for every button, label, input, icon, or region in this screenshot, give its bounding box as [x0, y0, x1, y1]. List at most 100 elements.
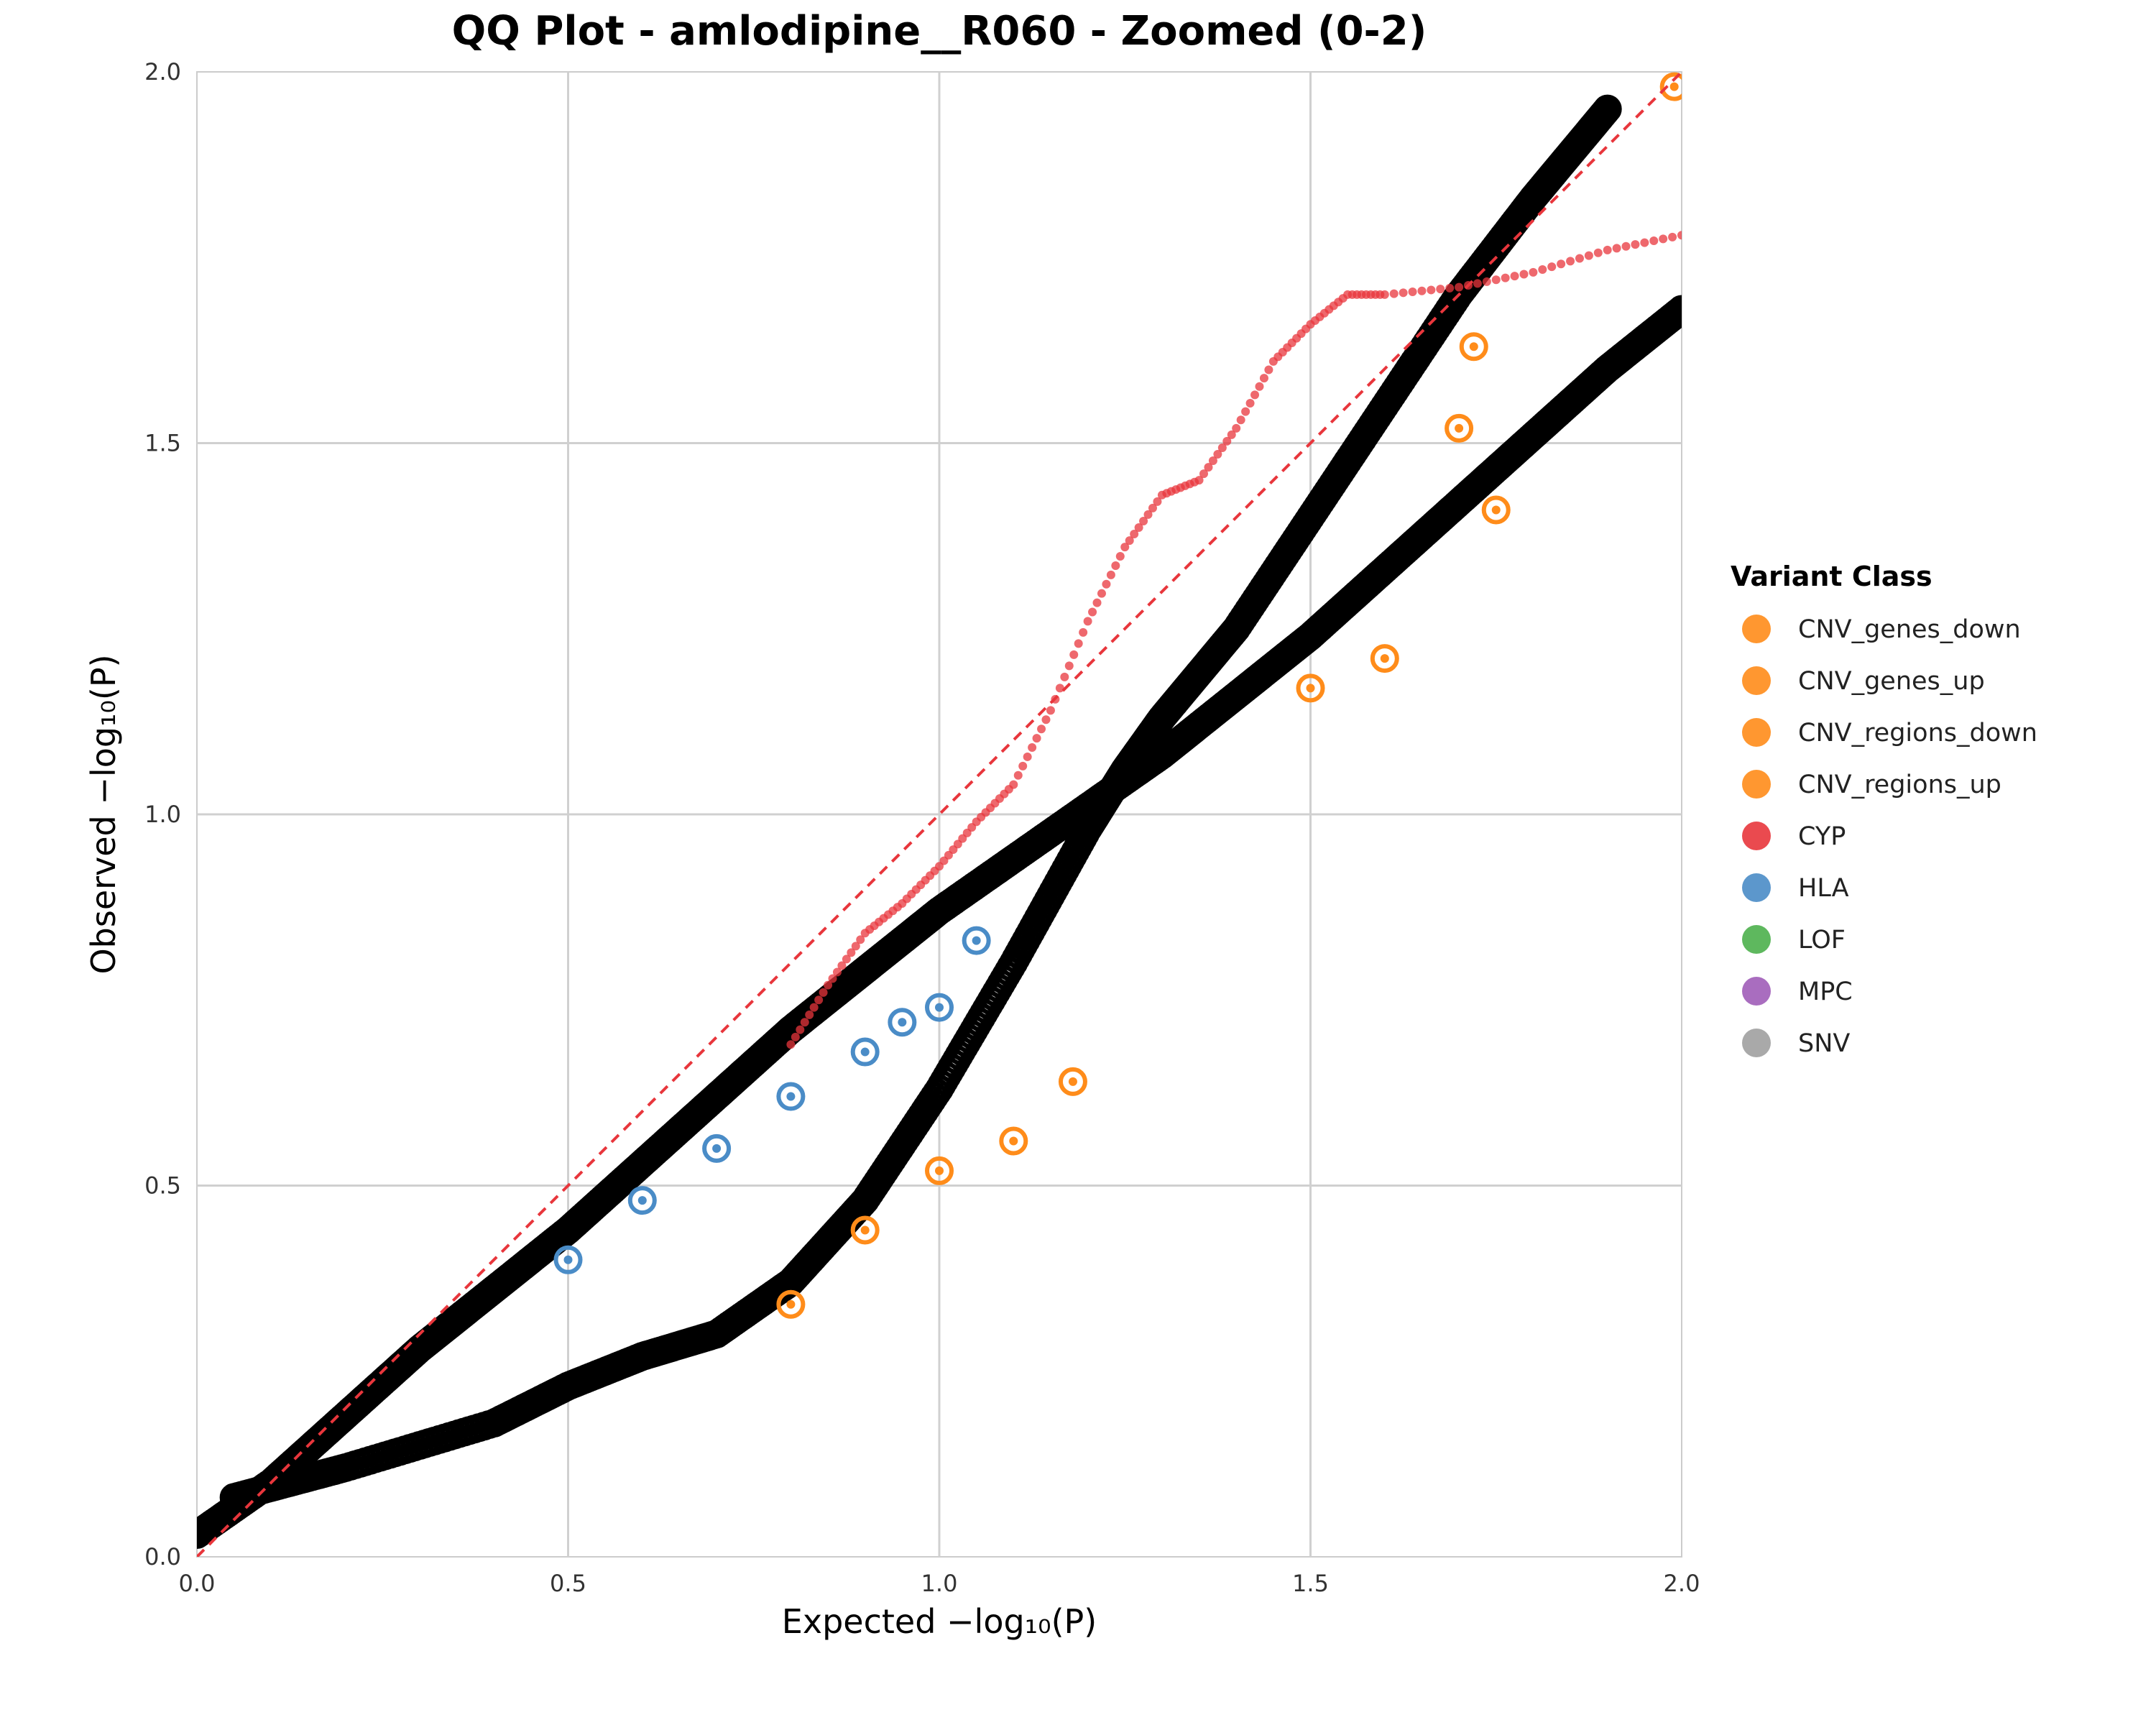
y-tick-label: 1.5 — [144, 430, 181, 457]
data-point-center — [1306, 684, 1315, 693]
legend-marker — [1742, 615, 1771, 643]
data-point — [1640, 238, 1649, 247]
x-tick-label: 0.5 — [550, 1570, 586, 1597]
data-point — [1667, 295, 1682, 324]
y-tick-label: 0.5 — [144, 1172, 181, 1200]
x-tick-label: 0.0 — [179, 1570, 216, 1597]
data-point — [1222, 436, 1232, 446]
data-point — [888, 1008, 917, 1037]
data-point — [1296, 673, 1325, 703]
data-point — [824, 980, 833, 990]
data-point — [1612, 244, 1621, 253]
data-point — [1217, 443, 1227, 452]
data-point — [1445, 283, 1455, 293]
y-tick-label: 0.0 — [144, 1543, 181, 1570]
data-point-center — [712, 1144, 722, 1153]
legend-label: SNV — [1798, 1029, 1850, 1058]
data-point — [1547, 262, 1557, 272]
series-snv — [219, 94, 1622, 1512]
data-point — [1083, 617, 1092, 626]
data-point — [814, 995, 824, 1005]
data-point — [1208, 456, 1217, 466]
data-point — [1631, 240, 1640, 249]
legend-entry: HLA — [1742, 873, 1849, 903]
data-point — [1055, 684, 1064, 693]
data-point — [1199, 469, 1209, 479]
legend-marker — [1742, 925, 1771, 954]
data-point — [850, 1037, 880, 1067]
data-point — [999, 1126, 1028, 1156]
data-point — [1668, 232, 1677, 242]
data-point — [800, 1018, 809, 1027]
series-cnv-regions-down — [776, 72, 1682, 1319]
data-point — [702, 1133, 732, 1163]
data-point — [1102, 579, 1111, 589]
data-point — [1130, 530, 1139, 539]
data-point — [1593, 248, 1603, 257]
legend-entry: CNV_regions_up — [1742, 770, 2001, 799]
data-point — [1009, 780, 1018, 789]
data-point — [1459, 332, 1488, 362]
data-point — [1013, 770, 1023, 780]
data-point — [842, 954, 851, 964]
data-point — [1566, 257, 1575, 266]
data-point-center — [935, 1003, 944, 1012]
data-point — [925, 993, 954, 1022]
legend-entry: CNV_regions_down — [1742, 718, 2037, 748]
data-point — [776, 1289, 806, 1319]
data-point-center — [860, 1047, 870, 1057]
data-point — [837, 961, 847, 970]
data-point — [1245, 398, 1255, 408]
legend-label: CNV_genes_down — [1798, 615, 2021, 644]
data-point — [627, 1186, 657, 1215]
data-point — [851, 942, 860, 951]
data-point-center — [972, 936, 981, 945]
data-point — [1041, 715, 1051, 724]
data-point — [1060, 672, 1069, 681]
data-point — [1194, 476, 1204, 485]
data-point — [1018, 761, 1028, 770]
y-axis-ticks: 0.0 0.5 1.0 1.5 2.0 — [144, 58, 181, 1570]
data-point-center — [637, 1196, 647, 1205]
data-point — [1399, 288, 1408, 298]
legend-entry: LOF — [1742, 925, 1846, 954]
data-point — [828, 974, 837, 983]
data-point — [1046, 706, 1055, 715]
data-point — [1111, 561, 1120, 570]
data-point — [1092, 598, 1102, 607]
data-point — [1064, 661, 1074, 671]
data-point — [1058, 1067, 1087, 1096]
data-point — [1482, 277, 1491, 286]
data-point — [796, 1025, 805, 1034]
data-point — [1023, 752, 1032, 761]
data-point — [1264, 365, 1273, 374]
data-point-center — [1068, 1077, 1077, 1086]
data-point — [1069, 650, 1079, 659]
data-point — [786, 1040, 796, 1049]
series-hla — [553, 926, 991, 1274]
legend-label: LOF — [1798, 926, 1846, 954]
data-point — [1079, 627, 1088, 637]
data-point — [1255, 382, 1264, 391]
data-point — [1659, 72, 1682, 101]
data-point — [1250, 390, 1260, 400]
x-axis-ticks: 0.0 0.5 1.0 1.5 2.0 — [179, 1570, 1700, 1597]
data-point — [1481, 495, 1511, 525]
data-point-center — [935, 1166, 944, 1175]
legend-entry: MPC — [1742, 977, 1853, 1006]
data-point — [1427, 285, 1436, 295]
data-point — [1417, 286, 1427, 295]
data-point — [1204, 463, 1213, 472]
data-point — [1510, 272, 1519, 281]
data-point — [1621, 242, 1631, 251]
data-point — [1074, 639, 1083, 648]
data-point-center — [1455, 423, 1464, 433]
data-points — [197, 72, 1682, 1550]
data-point — [1659, 234, 1668, 244]
reference-line — [197, 72, 1682, 1557]
legend-entries: CNV_genes_down CNV_genes_up CNV_regions_do… — [1742, 615, 2037, 1058]
data-point — [847, 948, 856, 957]
y-tick-label: 2.0 — [144, 58, 181, 86]
legend-marker — [1742, 873, 1771, 902]
legend-marker — [1742, 666, 1771, 695]
